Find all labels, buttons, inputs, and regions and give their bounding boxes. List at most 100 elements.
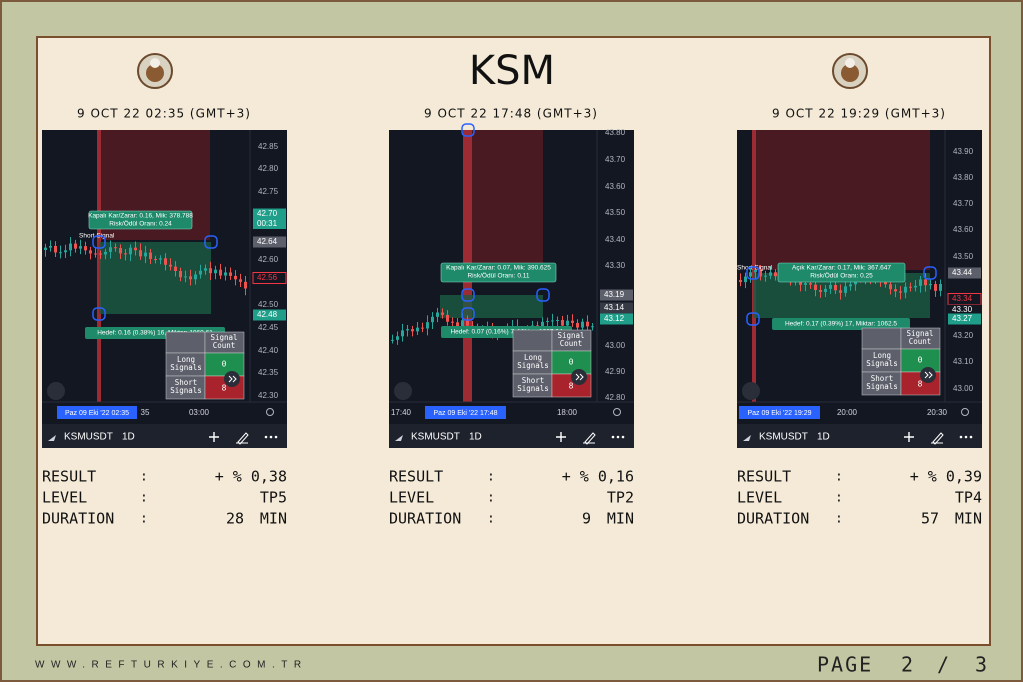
candle bbox=[914, 285, 917, 288]
candle bbox=[59, 252, 62, 254]
table-long-label: Long bbox=[524, 353, 542, 362]
candle bbox=[169, 264, 172, 267]
row-value: TP4 bbox=[955, 489, 982, 507]
candle bbox=[456, 322, 459, 327]
price-label: 43.80 bbox=[605, 128, 626, 137]
signal-zone bbox=[756, 130, 930, 270]
page-current: 2 bbox=[901, 653, 913, 677]
price-label: 42.75 bbox=[258, 187, 279, 196]
countdown-badge bbox=[253, 219, 286, 229]
website: WWW.REFTURKIYE.COM.TR bbox=[35, 660, 308, 671]
row-separator: : bbox=[835, 470, 843, 485]
row-value: 9 bbox=[582, 510, 591, 528]
candle bbox=[421, 327, 424, 329]
signal-bar bbox=[752, 130, 756, 402]
candle bbox=[396, 336, 399, 340]
screenshot: 43.90 43.80 43.70 43.60 43.50 43.20 43.10 43.00… bbox=[737, 130, 982, 448]
candle bbox=[401, 330, 404, 337]
candle bbox=[214, 269, 217, 274]
time-label: 03:00 bbox=[189, 408, 210, 417]
candle bbox=[179, 270, 182, 278]
candle bbox=[884, 280, 887, 285]
candle bbox=[104, 251, 107, 255]
table-short-label: Short bbox=[175, 378, 198, 387]
table-header: Count bbox=[909, 337, 932, 346]
price-label: 43.30 bbox=[605, 261, 626, 270]
price-label: 42.35 bbox=[258, 368, 279, 377]
candle bbox=[566, 320, 569, 326]
candle bbox=[769, 272, 772, 276]
candle bbox=[224, 272, 227, 276]
row-separator: : bbox=[835, 491, 843, 506]
row-separator: : bbox=[140, 470, 148, 485]
handle bbox=[461, 123, 475, 137]
candle bbox=[436, 312, 439, 317]
table-cell bbox=[861, 327, 902, 350]
candle bbox=[209, 268, 212, 274]
candle bbox=[799, 280, 802, 285]
target-label: Hedef: 0.17 (0.39%) 17, Miktar: 1062.5 bbox=[785, 321, 897, 328]
date-badge bbox=[57, 406, 137, 419]
candle bbox=[149, 252, 152, 259]
table-cell bbox=[165, 331, 206, 354]
candle bbox=[759, 270, 762, 277]
price-label: 43.70 bbox=[605, 155, 626, 164]
scroll-icon bbox=[924, 371, 933, 379]
add-icon bbox=[556, 432, 566, 442]
candle bbox=[929, 284, 932, 286]
table-long-label: Long bbox=[177, 355, 195, 364]
trade-label-box bbox=[777, 262, 906, 283]
candle bbox=[219, 269, 222, 276]
tv-logo bbox=[394, 382, 412, 400]
price-label: 43.80 bbox=[953, 173, 974, 182]
countdown: 00:31 bbox=[257, 219, 278, 228]
price-label: 42.60 bbox=[258, 255, 279, 264]
price-badge-label: 43.12 bbox=[604, 314, 625, 323]
candle bbox=[909, 286, 912, 288]
candle bbox=[764, 275, 767, 277]
price-badge bbox=[253, 208, 286, 220]
table-long-label: Signals bbox=[517, 361, 549, 370]
table-short-label: Signals bbox=[517, 384, 549, 393]
row-label: DURATION bbox=[389, 510, 461, 528]
table-header: Signal bbox=[906, 329, 933, 338]
table-short-label: Short bbox=[871, 374, 894, 383]
candle bbox=[894, 289, 897, 292]
candle bbox=[571, 320, 574, 323]
price-badge-label: 43.30 bbox=[952, 305, 973, 314]
date-badge-label: Paz 09 Eki '22 02:35 bbox=[65, 410, 129, 417]
price-label: 43.00 bbox=[953, 384, 974, 393]
draw-icon bbox=[931, 432, 944, 445]
row-value: + % 0,38 bbox=[215, 468, 287, 486]
time-label: 20:30 bbox=[927, 408, 948, 417]
candle bbox=[939, 284, 942, 291]
row-label: RESULT bbox=[737, 468, 791, 486]
table-long-label: Signals bbox=[866, 359, 898, 368]
candle bbox=[119, 248, 122, 254]
candle bbox=[199, 270, 202, 275]
draw-icon bbox=[583, 432, 596, 445]
bottom-bar bbox=[389, 424, 634, 448]
candle bbox=[934, 284, 937, 291]
more-icon bbox=[274, 435, 278, 439]
candle bbox=[824, 288, 827, 292]
price-badge-label: 42.56 bbox=[257, 273, 278, 282]
price-label: 43.40 bbox=[605, 235, 626, 244]
tv-logo bbox=[742, 382, 760, 400]
table-short-count: 8 bbox=[222, 384, 227, 393]
candle bbox=[54, 246, 57, 253]
more-icon bbox=[969, 435, 973, 439]
timestamp: 9 OCT 22 02:35 (GMT+3) bbox=[77, 107, 251, 121]
add-icon bbox=[904, 432, 914, 442]
more-icon bbox=[964, 435, 968, 439]
table-short-label: Signals bbox=[866, 382, 898, 391]
table-short-label: Short bbox=[522, 376, 545, 385]
target-label: Hedef: 0.07 (0.16%) 7, Miktar: 1027.34 bbox=[450, 329, 562, 336]
candle bbox=[134, 247, 137, 251]
candle bbox=[244, 281, 247, 289]
more-icon bbox=[621, 435, 625, 439]
interval: 1D bbox=[469, 432, 482, 443]
candle bbox=[774, 272, 777, 277]
price-label: 43.10 bbox=[953, 357, 974, 366]
